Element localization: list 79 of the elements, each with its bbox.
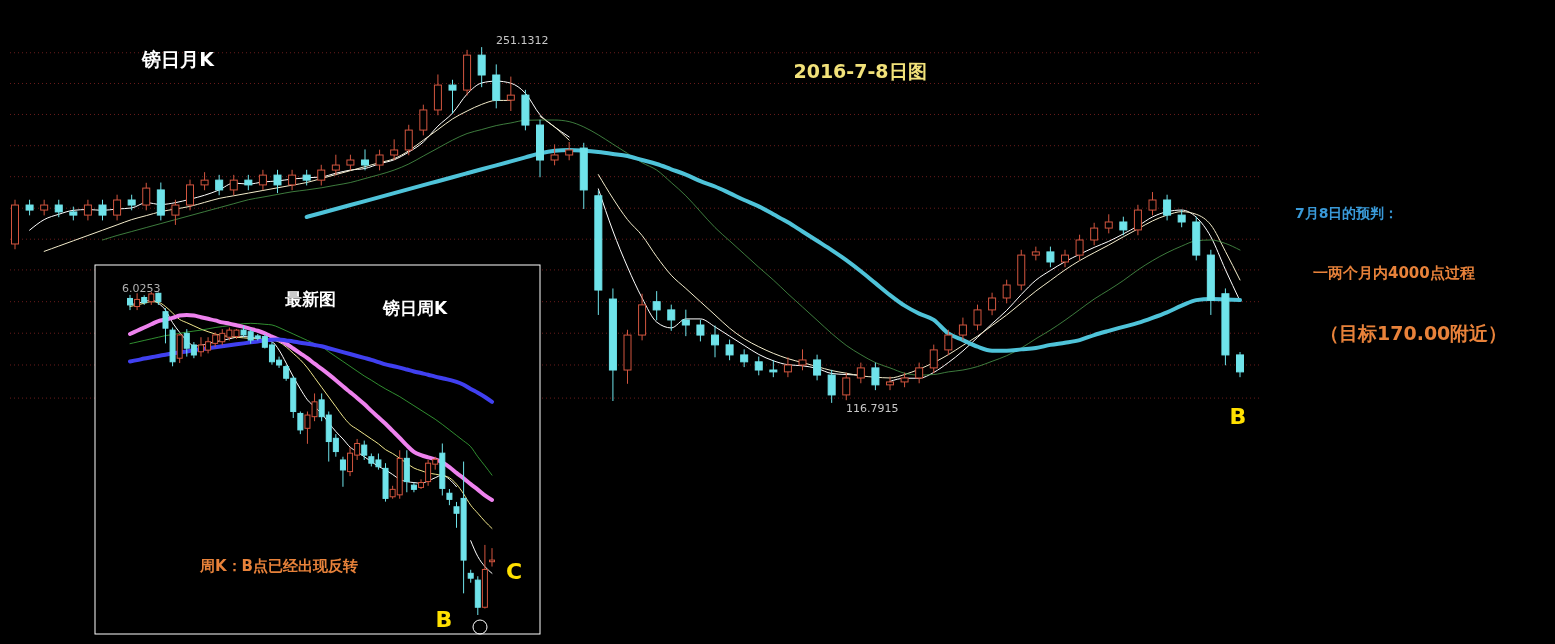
candlestick (83, 199, 92, 221)
chart-subtitle: 镑日周K (381, 298, 448, 318)
chart-title: 最新图 (283, 289, 336, 309)
candlestick (871, 362, 880, 391)
candlestick (1148, 191, 1157, 216)
candlestick (929, 344, 938, 374)
candlestick (98, 199, 107, 221)
candlestick (142, 182, 151, 211)
candlestick (1104, 213, 1113, 234)
candlestick (127, 294, 133, 311)
candlestick (171, 199, 180, 226)
candlestick (361, 148, 369, 171)
candlestick (273, 169, 282, 194)
candlestick (667, 304, 676, 332)
candlestick (113, 194, 122, 221)
candlestick (915, 362, 924, 384)
candlestick (1163, 194, 1172, 221)
chart-title: 镑日月K (141, 48, 216, 70)
candlestick (200, 171, 209, 191)
candlestick (1046, 246, 1055, 268)
candlestick (390, 138, 399, 161)
candlestick (288, 169, 297, 191)
candlestick (162, 307, 169, 344)
candlestick (798, 348, 807, 371)
text: 一两个月内4000点过程 (1313, 264, 1475, 282)
candlestick (134, 292, 141, 311)
annotation: 116.7915 (846, 402, 899, 415)
candlestick (1236, 351, 1244, 378)
candlestick (186, 179, 194, 211)
candlestick (361, 440, 368, 461)
candlestick (1075, 234, 1084, 261)
candlestick (215, 174, 224, 196)
text: C (505, 559, 523, 584)
candlestick (813, 354, 822, 381)
candlestick (988, 292, 997, 316)
candlestick (229, 174, 238, 196)
candlestick (403, 449, 410, 493)
candlestick (754, 356, 763, 376)
annotation: 周K：B点已经出现反转 (199, 557, 359, 575)
candlestick (1090, 222, 1099, 246)
candlestick (176, 333, 183, 364)
candlestick (419, 104, 428, 136)
candlestick (1133, 204, 1142, 236)
candlestick (489, 547, 495, 568)
candlestick (375, 149, 384, 171)
candlestick (696, 319, 705, 342)
candlestick (944, 329, 953, 356)
candlestick (842, 372, 851, 401)
annotation: B (435, 607, 453, 632)
candlestick (506, 76, 515, 112)
candlestick (827, 369, 836, 404)
candlestick (331, 154, 340, 176)
text: 251.1312 (496, 34, 549, 47)
candlestick (1119, 216, 1128, 236)
candlestick (550, 143, 559, 166)
candlestick (477, 46, 486, 88)
text: 2016-7-8日图 (793, 60, 927, 82)
candlestick (448, 79, 457, 115)
candlestick (652, 290, 661, 321)
candlestick (783, 356, 792, 378)
candlestick (681, 309, 690, 337)
text: B (1229, 404, 1247, 429)
candlestick (973, 304, 982, 331)
candlestick (856, 362, 865, 384)
candlestick (1061, 249, 1069, 268)
candlestick (711, 325, 719, 358)
candlestick (404, 124, 413, 156)
text: 7月8日的预判： (1295, 205, 1399, 221)
candlestick (258, 169, 267, 191)
candlestick (958, 317, 967, 341)
candlestick (565, 141, 574, 161)
candlestick (725, 339, 734, 361)
candlestick (317, 164, 326, 186)
annotation: 6.0253 (122, 282, 161, 295)
candlestick (886, 376, 894, 391)
candlestick (339, 456, 346, 488)
text: （目标170.00附近） (1320, 322, 1508, 344)
candlestick (1002, 279, 1011, 304)
candlestick (297, 411, 304, 435)
